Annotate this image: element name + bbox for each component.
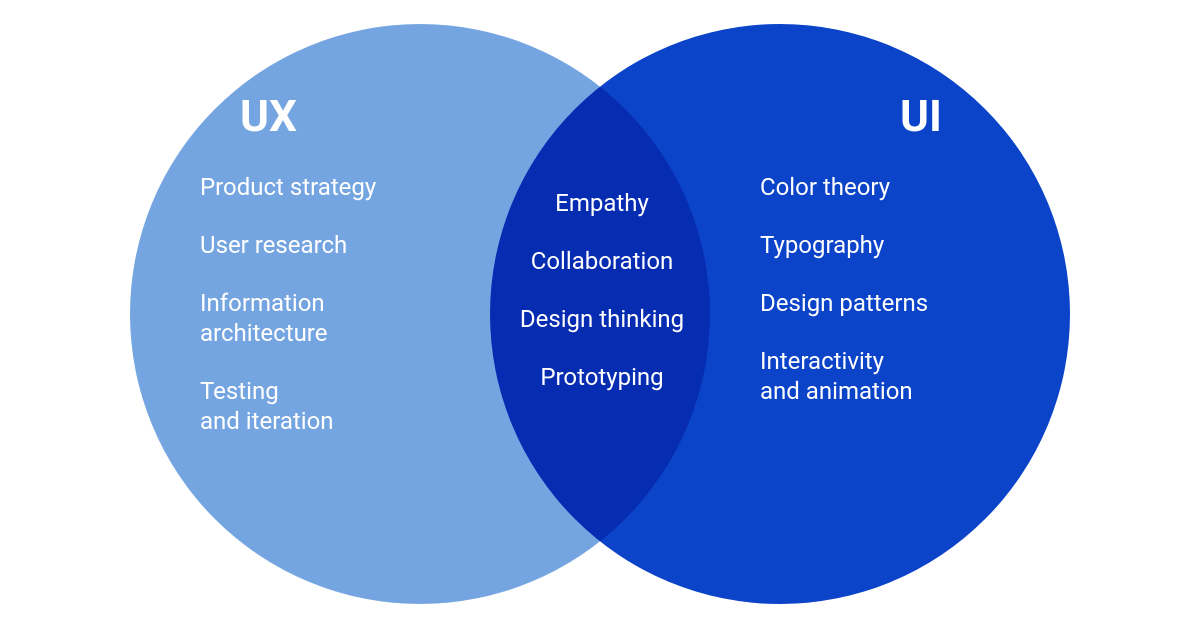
ux-item: User research	[200, 230, 347, 260]
shared-item: Design thinking	[507, 304, 697, 334]
venn-title-right: UI	[900, 90, 942, 142]
ux-item: Testing and iteration	[200, 376, 334, 436]
ui-item: Typography	[760, 230, 884, 260]
shared-item: Collaboration	[507, 246, 697, 276]
ux-item: Product strategy	[200, 172, 376, 202]
ui-item: Interactivity and animation	[760, 346, 913, 406]
venn-title-left: UX	[240, 90, 297, 142]
shared-item: Empathy	[507, 188, 697, 218]
ux-item: Information architecture	[200, 288, 327, 348]
shared-item: Prototyping	[507, 362, 697, 392]
ui-item: Design patterns	[760, 288, 928, 318]
venn-diagram: UX UI Product strategy User research Infor…	[0, 0, 1200, 628]
ui-item: Color theory	[760, 172, 890, 202]
